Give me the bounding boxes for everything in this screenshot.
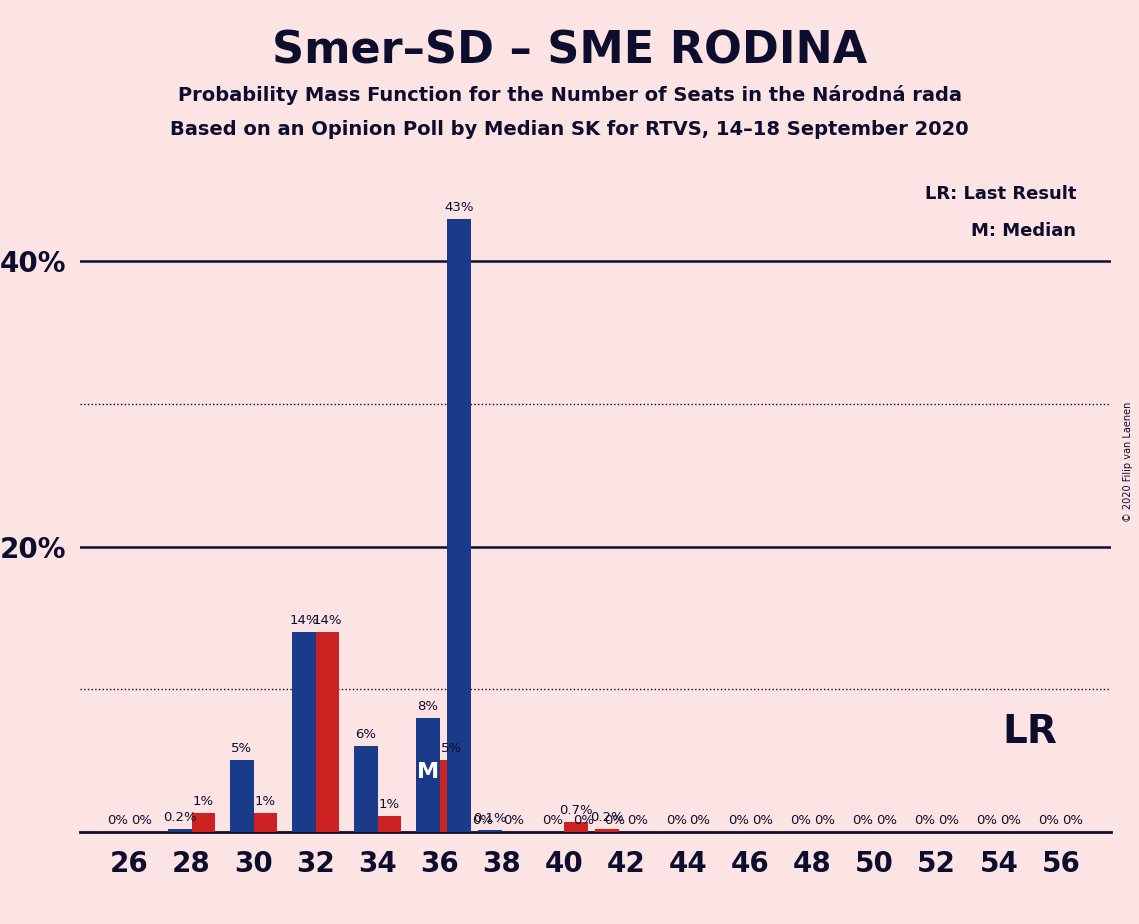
Text: 0%: 0% [876,814,896,827]
Text: LR: LR [1002,712,1057,751]
Text: 0%: 0% [107,814,128,827]
Text: 0%: 0% [628,814,648,827]
Text: 8%: 8% [418,699,439,712]
Bar [478,830,502,832]
Bar [167,829,191,832]
Bar [292,632,316,832]
Text: 6%: 6% [355,728,377,741]
Text: 0%: 0% [573,814,593,827]
Text: 0%: 0% [542,814,563,827]
Text: 0%: 0% [752,814,772,827]
Text: 5%: 5% [441,742,462,755]
Text: 0%: 0% [790,814,811,827]
Text: 0.2%: 0.2% [590,810,624,824]
Text: 0.2%: 0.2% [163,810,197,824]
Text: 0%: 0% [852,814,874,827]
Bar [354,746,378,832]
Text: 0%: 0% [1039,814,1059,827]
Bar [191,813,215,832]
Text: Smer–SD – SME RODINA: Smer–SD – SME RODINA [272,30,867,73]
Text: © 2020 Filip van Laenen: © 2020 Filip van Laenen [1123,402,1132,522]
Text: 1%: 1% [379,798,400,811]
Text: 14%: 14% [313,614,342,627]
Bar [448,219,470,832]
Text: 0%: 0% [728,814,749,827]
Bar [440,760,464,832]
Bar [378,816,401,832]
Text: 1%: 1% [192,795,214,808]
Bar [564,821,588,832]
Text: 0.7%: 0.7% [559,804,592,817]
Text: 0%: 0% [1063,814,1083,827]
Text: 0.1%: 0.1% [474,812,507,825]
Text: 5%: 5% [231,742,253,755]
Text: 0%: 0% [937,814,959,827]
Text: 0%: 0% [473,814,493,827]
Text: M: Median: M: Median [972,222,1076,239]
Text: 43%: 43% [444,201,474,213]
Bar [316,632,339,832]
Text: 0%: 0% [976,814,998,827]
Bar [230,760,254,832]
Text: M: M [417,761,440,782]
Bar [254,813,277,832]
Text: 0%: 0% [666,814,687,827]
Text: 0%: 0% [1000,814,1021,827]
Text: 0%: 0% [915,814,935,827]
Bar [416,718,440,832]
Bar [596,829,618,832]
Text: 0%: 0% [131,814,151,827]
Text: LR: Last Result: LR: Last Result [925,185,1076,202]
Text: 0%: 0% [503,814,524,827]
Text: 0%: 0% [604,814,625,827]
Text: 14%: 14% [289,614,319,627]
Text: 1%: 1% [255,795,276,808]
Text: 0%: 0% [689,814,711,827]
Text: Based on an Opinion Poll by Median SK for RTVS, 14–18 September 2020: Based on an Opinion Poll by Median SK fo… [170,120,969,140]
Text: Probability Mass Function for the Number of Seats in the Národná rada: Probability Mass Function for the Number… [178,85,961,105]
Text: 0%: 0% [813,814,835,827]
